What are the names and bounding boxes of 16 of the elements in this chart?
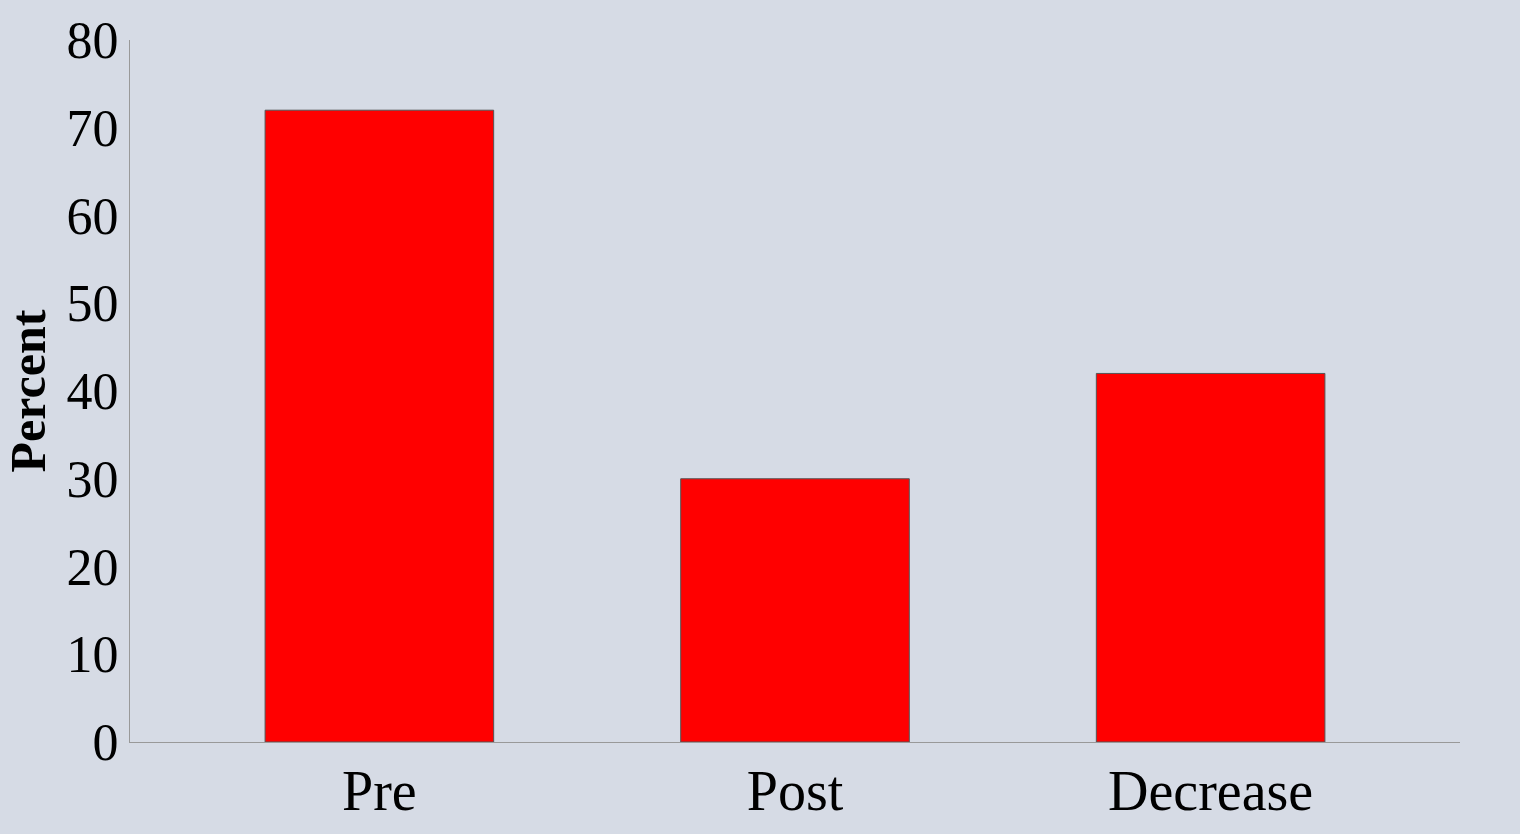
x-tick-label: Decrease xyxy=(1108,760,1314,823)
y-tick-label: 50 xyxy=(66,275,119,333)
x-tick-label: Pre xyxy=(342,760,417,823)
y-tick-label: 20 xyxy=(66,538,119,596)
y-tick-label: 70 xyxy=(66,99,119,157)
y-tick-label: 60 xyxy=(66,187,119,245)
y-tick-label: 0 xyxy=(92,714,119,772)
y-tick-label: 80 xyxy=(66,12,119,70)
bar xyxy=(1095,372,1326,742)
bar xyxy=(680,478,910,742)
y-axis-title: Percent xyxy=(0,309,56,473)
x-tick-label: Post xyxy=(746,760,844,823)
y-tick-label: 40 xyxy=(66,363,119,421)
y-tick-label: 10 xyxy=(66,626,119,684)
bar xyxy=(264,109,495,742)
y-tick-label: 30 xyxy=(66,450,119,508)
